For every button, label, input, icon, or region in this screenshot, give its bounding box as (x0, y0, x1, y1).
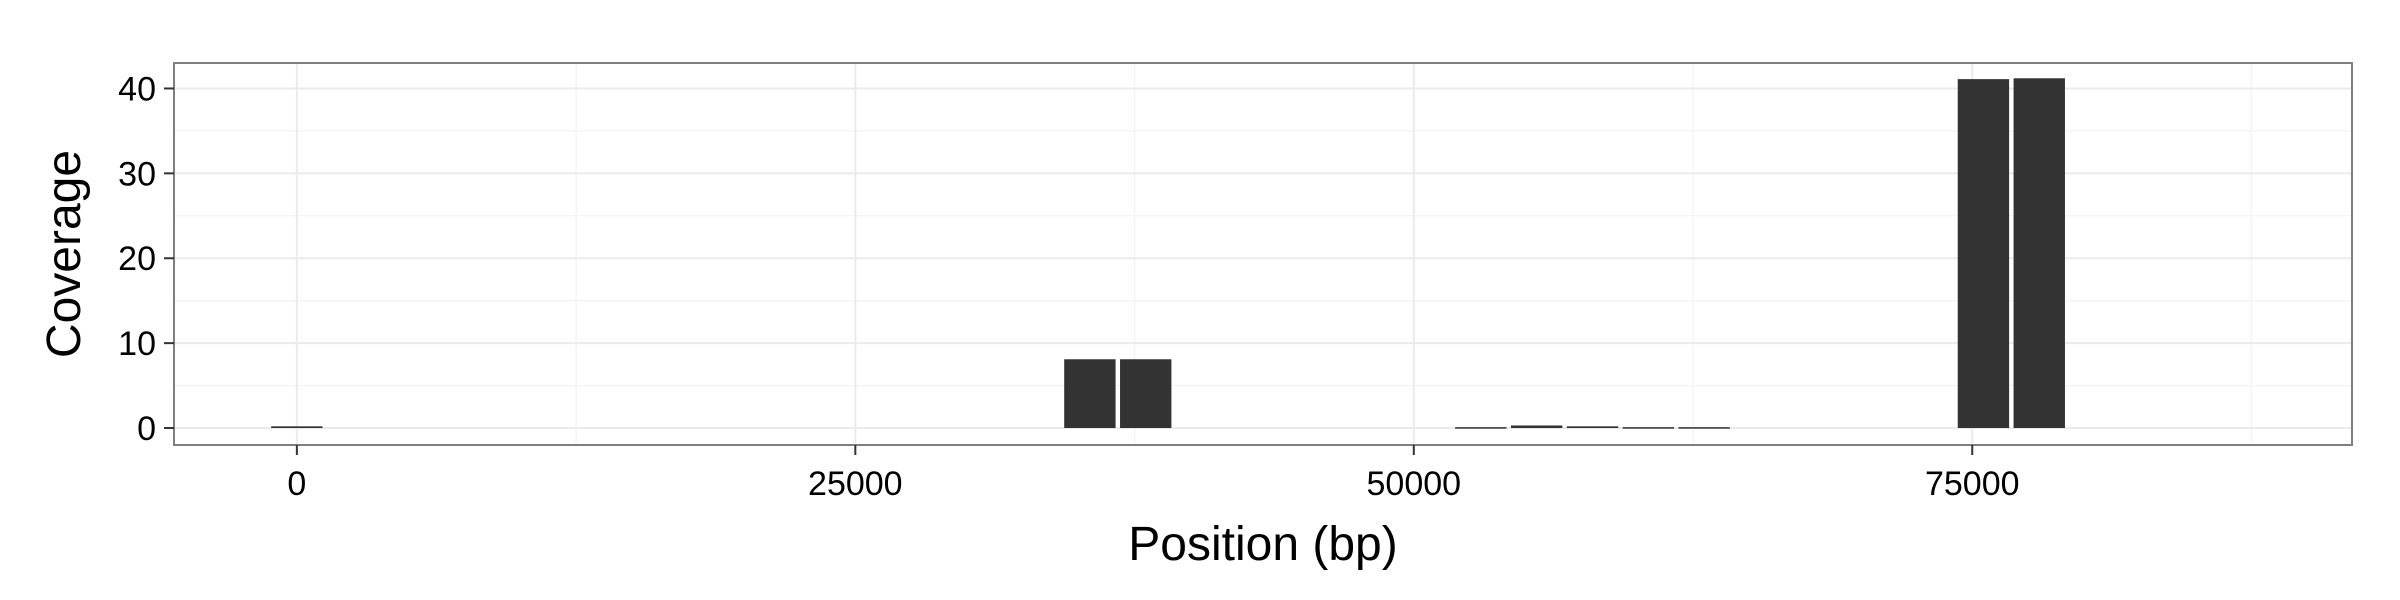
x-tick-label: 50000 (1367, 465, 1462, 503)
y-axis: 0 10 20 30 40 (118, 70, 174, 448)
coverage-bar (1678, 427, 1730, 429)
coverage-bar (1064, 359, 1116, 429)
coverage-bar (1957, 79, 2010, 429)
x-tick-label: 75000 (1925, 465, 2020, 503)
coverage-bar (1566, 426, 1619, 429)
y-tick-label: 20 (118, 240, 156, 278)
y-tick-label: 30 (118, 155, 156, 193)
y-tick-label: 10 (118, 325, 156, 363)
bars (271, 78, 2065, 429)
x-axis: 0 25000 50000 75000 (287, 445, 2020, 503)
panel-border (173, 62, 2353, 446)
y-tick-label: 0 (137, 410, 156, 448)
y-axis-title: Coverage (38, 150, 91, 358)
y-tick-label: 40 (118, 70, 156, 108)
coverage-bar (1510, 425, 1563, 429)
coverage-bar (2013, 78, 2065, 429)
coverage-bar (1622, 427, 1675, 429)
coverage-bar (271, 426, 323, 429)
x-tick-label: 0 (287, 465, 306, 503)
x-axis-title: Position (bp) (1128, 518, 1397, 571)
coverage-bar (1120, 359, 1172, 429)
x-tick-label: 25000 (808, 465, 903, 503)
coverage-bar (1455, 427, 1507, 429)
